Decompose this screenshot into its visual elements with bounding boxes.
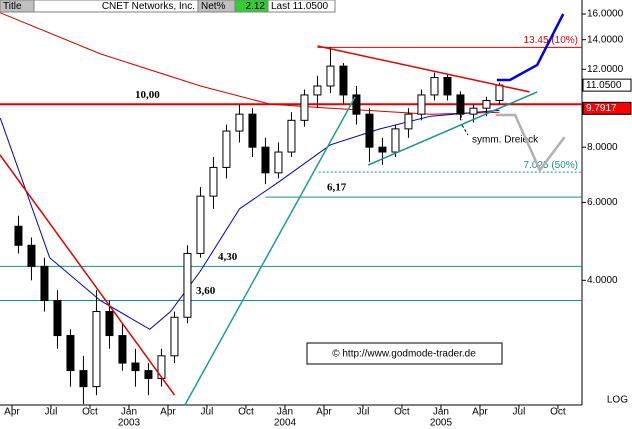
candle-body — [235, 113, 244, 132]
candle-body — [144, 370, 153, 379]
header-text: Net% — [201, 1, 226, 12]
x-tick-label: Apr — [4, 407, 20, 418]
header-cell — [267, 0, 336, 13]
x-year-label: 2003 — [118, 418, 141, 429]
ma-price: 9.7917 — [586, 103, 617, 114]
candle-body — [79, 370, 88, 388]
candle-body — [300, 94, 309, 121]
trendline — [495, 113, 566, 173]
trendline — [367, 91, 538, 166]
x-tick-label: Oct — [82, 407, 98, 418]
x-tick-label: Jul — [201, 407, 214, 418]
candle-body — [469, 107, 478, 115]
x-tick-label: Jan — [121, 407, 137, 418]
candle-body — [105, 311, 114, 337]
candle-body — [417, 94, 426, 115]
header-text: Title — [3, 1, 22, 12]
x-tick-label: Apr — [472, 407, 488, 418]
candle-body — [27, 244, 36, 267]
candle-body — [131, 362, 140, 372]
header-text: CNET Networks, Inc. — [102, 1, 195, 12]
x-tick-label: Apr — [316, 407, 332, 418]
candle-body — [40, 265, 49, 302]
candle-body — [391, 128, 400, 153]
copyright-box — [306, 342, 503, 365]
level-label: 6,17 — [327, 182, 347, 194]
x-tick-label: Oct — [394, 407, 410, 418]
candle-body — [404, 113, 413, 130]
candle-body — [352, 94, 361, 115]
y-tick-label: 6.0000 — [587, 197, 618, 208]
candle-body — [365, 113, 374, 148]
x-tick-label: Apr — [160, 407, 176, 418]
level-label: 4,30 — [218, 251, 238, 263]
candle-body — [339, 65, 348, 96]
log-label: LOG — [607, 395, 628, 406]
candle-body — [118, 335, 127, 364]
trendline — [317, 45, 530, 93]
candle-body — [248, 113, 257, 148]
trendline — [184, 96, 356, 406]
trendline — [496, 13, 565, 82]
y-tick-label: 8.0000 — [587, 142, 618, 153]
moving-average — [0, 109, 500, 330]
x-tick-label: Jul — [45, 407, 58, 418]
x-tick-label: Jul — [357, 407, 370, 418]
x-tick-label: Oct — [550, 407, 566, 418]
candle-body — [261, 146, 270, 174]
y-tick-label: 4.0000 — [587, 275, 618, 286]
copyright: © http://www.godmode-trader.de — [332, 349, 476, 360]
annotation: symm. Dreieck — [472, 135, 539, 146]
header-text: Last 11.0500 — [271, 1, 329, 12]
candle-body — [482, 100, 491, 109]
candle-body — [495, 84, 504, 102]
candle-body — [287, 119, 296, 153]
candle-body — [196, 195, 205, 254]
candle-body — [53, 300, 62, 337]
y-tick-label: 16.0000 — [587, 9, 624, 20]
candle-body — [14, 225, 23, 246]
candle-body — [183, 252, 192, 318]
trendline — [0, 154, 176, 396]
header-text: 2.12 — [246, 1, 266, 12]
candle-body — [456, 94, 465, 115]
candle-body — [430, 76, 439, 96]
candle-body — [157, 355, 166, 379]
candle-body — [443, 76, 452, 96]
level-label: 3,60 — [196, 285, 216, 297]
y-tick-label: 14.0000 — [587, 34, 624, 45]
level-label: 10,00 — [135, 89, 160, 101]
y-tick-label: 12.0000 — [587, 64, 624, 75]
target-label: 7.025 (50%) — [524, 160, 578, 171]
candle-body — [326, 65, 335, 87]
x-year-label: 2005 — [430, 418, 453, 429]
x-year-label: 2004 — [274, 418, 297, 429]
last-price: 11.0500 — [586, 80, 622, 91]
ma-price-box — [582, 101, 632, 115]
x-tick-label: Jan — [277, 407, 293, 418]
last-price-box — [582, 78, 632, 92]
candle-body — [209, 166, 218, 197]
candle-body — [66, 335, 75, 372]
candle-body — [222, 130, 231, 168]
candle-body — [378, 146, 387, 153]
candle-body — [313, 85, 322, 96]
candle-body — [170, 316, 179, 357]
candle-body — [92, 311, 101, 388]
moving-average — [0, 12, 500, 115]
x-tick-label: Jan — [433, 407, 449, 418]
x-tick-label: Jul — [513, 407, 526, 418]
x-tick-label: Oct — [238, 407, 254, 418]
candle-body — [274, 151, 283, 174]
